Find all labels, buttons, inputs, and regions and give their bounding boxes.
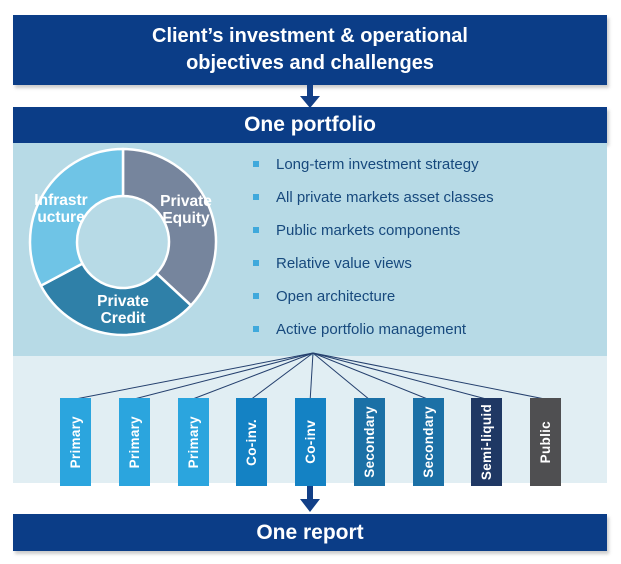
donut-label-infrastructure: Infrastr ucture [34, 192, 88, 226]
strategy-bar-primary-3: Primary [177, 398, 209, 486]
fan-line [312, 352, 545, 400]
feature-item: Open architecture [253, 289, 494, 305]
strategy-bar-label: Primary [126, 415, 142, 469]
strategy-bar-label: Co-inv. [244, 418, 260, 466]
feature-item: Public markets components [253, 223, 494, 239]
portfolio-features-list: Long-term investment strategy All privat… [253, 157, 494, 355]
bullet-marker-icon [253, 260, 259, 266]
donut-segment-infrastructure [28, 147, 125, 287]
fan-line [251, 352, 314, 400]
one-report-banner: One report [13, 514, 607, 551]
feature-item: Long-term investment strategy [253, 157, 494, 173]
feature-item: All private markets asset classes [253, 190, 494, 206]
fan-line [309, 352, 314, 400]
strategy-bar-primary-2: Primary [118, 398, 150, 486]
strategy-bar-coinv-1: Co-inv. [236, 398, 268, 486]
feature-item: Active portfolio management [253, 322, 494, 338]
fan-line [134, 352, 314, 400]
fan-line [312, 352, 370, 400]
donut-segment-private-equity [121, 147, 218, 307]
client-objectives-banner: Client’s investment & operational object… [13, 15, 607, 85]
fan-line [312, 352, 487, 400]
feature-text: Active portfolio management [276, 321, 467, 338]
feature-text: Long-term investment strategy [276, 156, 479, 173]
fan-line [75, 352, 314, 400]
strategy-bar-label: Secondary [361, 406, 377, 478]
strategy-bar-public: Public [530, 398, 561, 486]
donut-label-private-credit: Private Credit [97, 293, 149, 327]
feature-item: Relative value views [253, 256, 494, 272]
strategy-bar-secondary-2: Secondary [412, 398, 444, 486]
strategy-bar-label: Semi-liquid [479, 403, 495, 481]
strategy-bar-label: Primary [68, 415, 83, 469]
strategy-bar-label: Public [538, 420, 553, 464]
feature-text: Open architecture [276, 288, 396, 305]
strategy-bar-semi-liquid: Semi-liquid [471, 398, 503, 486]
strategy-bar-secondary-1: Secondary [353, 398, 385, 486]
strategy-bars: Primary Primary Primary Co-inv. Co-inv S… [60, 398, 561, 486]
strategy-bar-label: Primary [185, 415, 201, 469]
bullet-marker-icon [253, 194, 259, 200]
one-portfolio-banner: One portfolio [13, 107, 607, 143]
feature-text: All private markets asset classes [276, 189, 494, 206]
fan-connector-lines [75, 352, 545, 400]
bullet-marker-icon [253, 227, 259, 233]
donut-label-private-equity: Private Equity [160, 193, 212, 227]
bullet-marker-icon [253, 161, 259, 167]
fan-line [312, 352, 428, 400]
asset-class-donut-chart [28, 147, 218, 337]
bullet-marker-icon [253, 326, 259, 332]
feature-text: Relative value views [276, 255, 412, 272]
donut-segment-private-credit [39, 262, 193, 337]
fan-line [192, 352, 314, 400]
strategy-bar-label: Secondary [420, 406, 436, 478]
strategy-bar-label: Co-inv [303, 420, 318, 464]
feature-text: Public markets components [276, 222, 461, 239]
strategy-bar-primary-1: Primary [60, 398, 91, 486]
strategy-bar-coinv-2: Co-inv [295, 398, 326, 486]
bullet-marker-icon [253, 293, 259, 299]
